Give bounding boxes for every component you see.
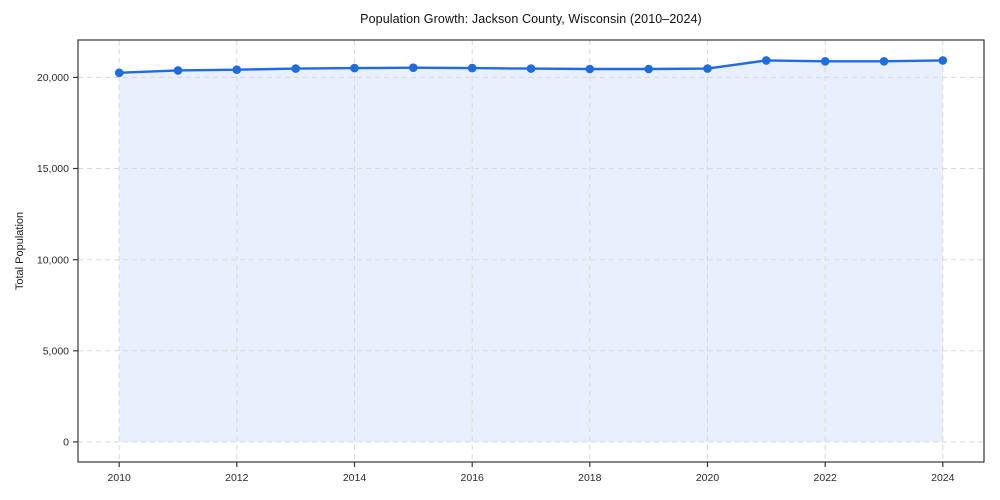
- data-point-2023: [879, 57, 889, 66]
- y-tick-label: 0: [63, 437, 69, 449]
- y-tick-label: 10,000: [37, 254, 69, 266]
- data-point-2016: [467, 63, 477, 73]
- data-point-2014: [350, 63, 359, 73]
- y-tick-label: 15,000: [37, 163, 69, 175]
- data-point-2022: [820, 57, 830, 66]
- axis-spines: [77, 39, 985, 463]
- data-point-2018: [585, 64, 595, 74]
- y-tick-label: 5,000: [43, 346, 69, 358]
- data-point-2010: [114, 68, 124, 78]
- data-point-2011: [173, 66, 183, 75]
- data-point-2015: [409, 63, 418, 72]
- data-point-2013: [291, 64, 301, 73]
- y-axis-label: Total Population: [14, 211, 26, 291]
- data-point-2017: [526, 64, 536, 73]
- x-tick-label: 2016: [461, 472, 485, 484]
- data-point-2021: [762, 56, 771, 65]
- x-tick-label: 2020: [696, 472, 720, 484]
- x-tick-label: 2024: [931, 472, 955, 484]
- x-tick-label: 2012: [225, 472, 249, 484]
- data-point-2020: [703, 64, 712, 73]
- x-tick-label: 2014: [343, 472, 367, 484]
- y-tick-label: 20,000: [37, 72, 69, 84]
- x-tick-label: 2010: [108, 472, 132, 484]
- data-point-2012: [232, 65, 242, 74]
- area-fill: [119, 60, 943, 442]
- data-point-2019: [644, 64, 653, 74]
- data-point-2024: [938, 56, 948, 65]
- x-tick-label: 2022: [814, 472, 838, 484]
- chart-title: Population Growth: Jackson County, Wisco…: [360, 12, 702, 26]
- x-tick-label: 2018: [578, 472, 602, 484]
